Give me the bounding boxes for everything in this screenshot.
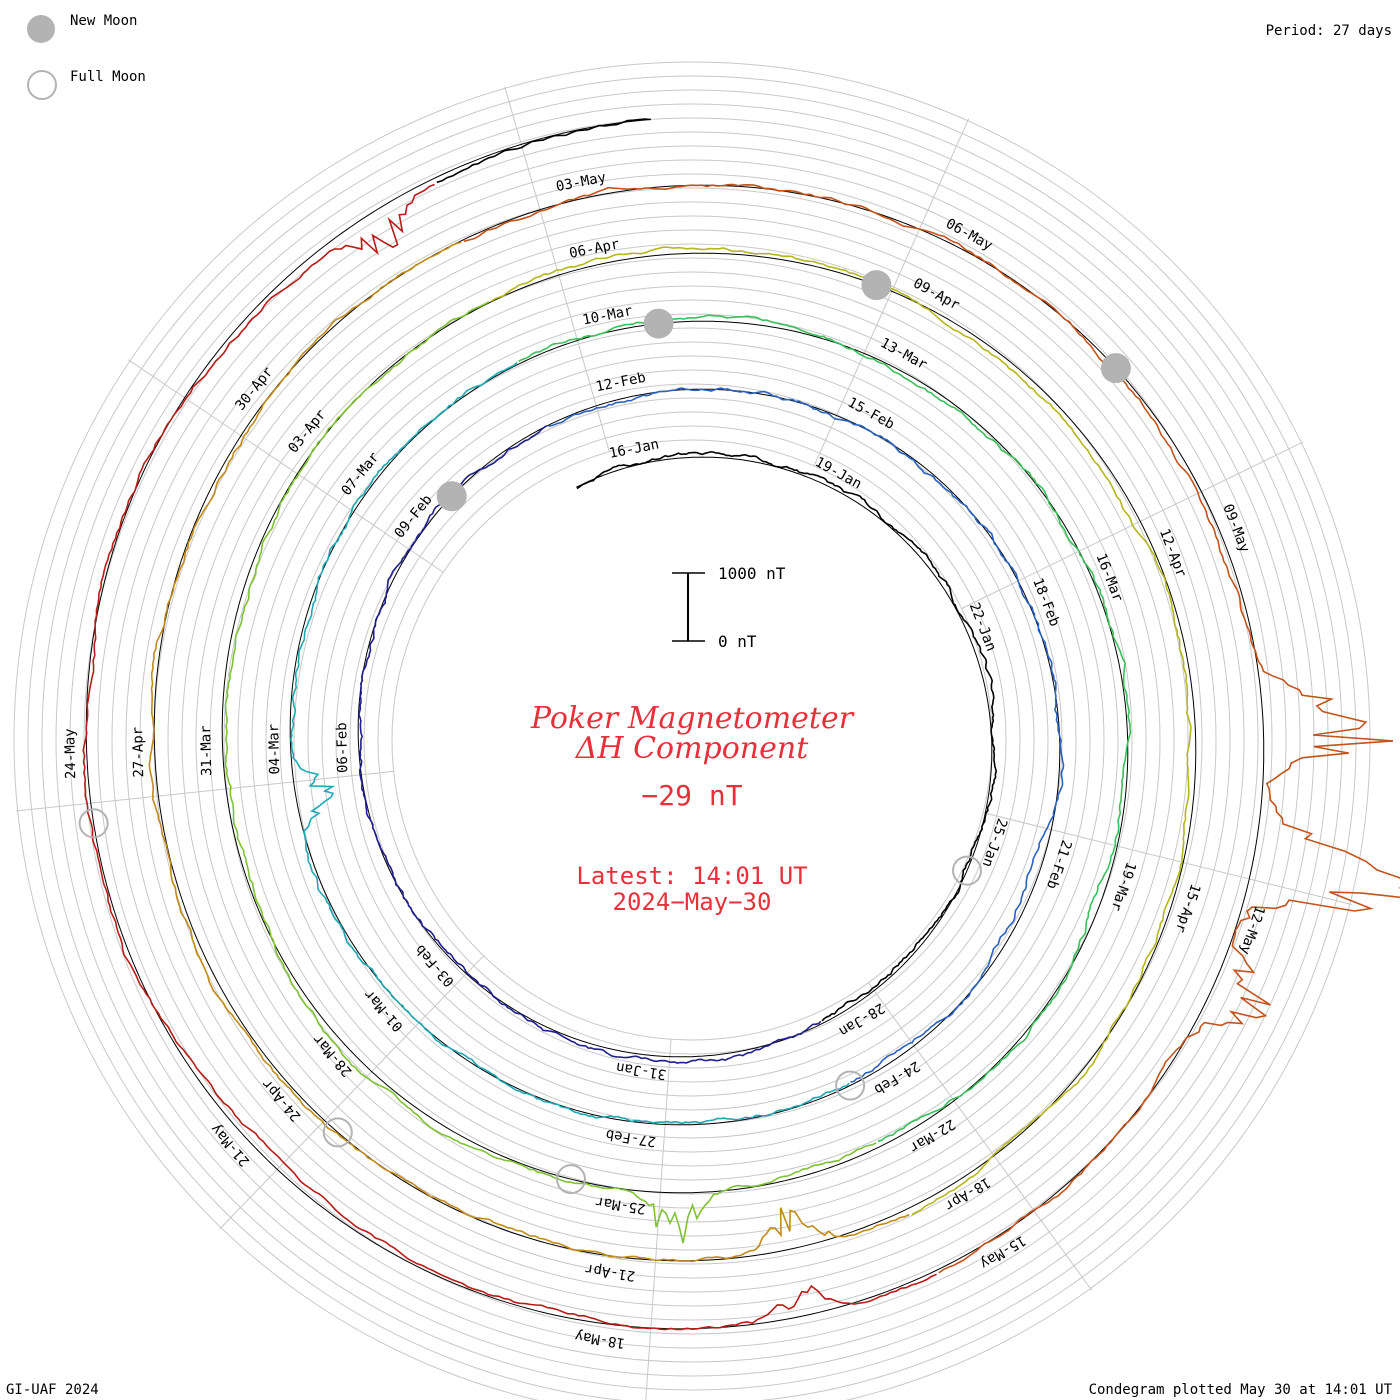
- date-label-04-Mar: 04-Mar: [266, 724, 283, 775]
- new-moon-marker: [436, 481, 467, 512]
- grid-ring: [83, 131, 1301, 1349]
- grid-ring: [97, 145, 1287, 1335]
- full-moon-marker: [555, 1164, 586, 1195]
- grid-spoke: [867, 982, 1093, 1291]
- full-moon-legend-icon: [27, 70, 57, 100]
- grid-spoke: [15, 770, 394, 812]
- date-label-24-Feb: 24-Feb: [871, 1057, 923, 1097]
- date-label-25-Mar: 25-Mar: [594, 1193, 646, 1216]
- date-label-06-May: 06-May: [943, 216, 995, 254]
- grid-ring: [307, 355, 1077, 1125]
- trace-segment-7: [490, 246, 1192, 1216]
- trace-segment-4: [289, 361, 850, 1125]
- date-label-13-Mar: 13-Mar: [878, 335, 930, 373]
- full-moon-marker: [951, 855, 982, 886]
- date-label-21-Apr: 21-Apr: [584, 1260, 636, 1283]
- grid-spoke: [982, 812, 1352, 906]
- grid-ring: [293, 341, 1091, 1139]
- full-moon-legend-label: Full Moon: [70, 69, 146, 85]
- trace-segment-9: [463, 183, 1400, 1274]
- date-label-16-Mar: 16-Mar: [1092, 551, 1125, 604]
- grid-ring: [335, 383, 1049, 1097]
- new-moon-marker: [643, 308, 674, 339]
- scale-bar: 1000 nT 0 nT: [672, 564, 786, 651]
- scale-top-label: 1000 nT: [718, 564, 786, 583]
- latest-date: 2024−May−30: [613, 888, 772, 916]
- current-value: −29 nT: [641, 779, 742, 812]
- grid-ring: [139, 187, 1245, 1293]
- grid-spoke: [219, 955, 484, 1230]
- grid-ring: [251, 299, 1133, 1181]
- trace-segment-1: [576, 451, 998, 1022]
- period-label: Period: 27 days: [1265, 23, 1392, 39]
- date-label-31-Jan: 31-Jan: [615, 1059, 667, 1082]
- latest-time: Latest: 14:01 UT: [576, 862, 807, 890]
- date-label-28-Mar: 28-Mar: [310, 1031, 355, 1080]
- grid-ring: [195, 243, 1189, 1237]
- trace-segment-8: [148, 241, 910, 1263]
- grid-ring: [279, 327, 1105, 1153]
- date-label-18-Feb: 18-Feb: [1029, 576, 1062, 629]
- trace-segment-5: [518, 314, 1132, 1142]
- trace-segment-10: [82, 183, 937, 1331]
- grid-spoke: [813, 118, 970, 467]
- grid-spoke: [127, 359, 444, 573]
- date-label-03-Feb: 03-Feb: [412, 941, 457, 990]
- date-label-24-Apr: 24-Apr: [259, 1076, 304, 1125]
- date-label-21-May: 21-May: [208, 1121, 253, 1170]
- full-moon-marker: [322, 1117, 353, 1148]
- grid-ring: [69, 117, 1315, 1363]
- date-label-16-Jan: 16-Jan: [608, 436, 661, 462]
- footer-plot-time: Condegram plotted May 30 at 14:01 UT: [1088, 1382, 1392, 1398]
- grid-ring: [27, 75, 1357, 1400]
- date-label-06-Apr: 06-Apr: [568, 236, 621, 262]
- chart-title-line2: ΔH Component: [575, 731, 809, 766]
- date-label-06-Feb: 06-Feb: [334, 722, 351, 773]
- date-label-24-May: 24-May: [62, 728, 79, 779]
- grid-ring: [377, 425, 1007, 1055]
- new-moon-marker: [1100, 353, 1131, 384]
- grid-ring: [55, 103, 1329, 1377]
- full-moon-marker: [835, 1070, 866, 1101]
- full-moon-marker: [78, 808, 109, 839]
- grid-ring: [363, 411, 1021, 1069]
- scale-bottom-label: 0 nT: [718, 632, 757, 651]
- grid-ring: [125, 173, 1259, 1307]
- trace-segment-3: [548, 387, 1065, 1083]
- grid-ring: [111, 159, 1273, 1321]
- date-label-07-Mar: 07-Mar: [339, 449, 383, 498]
- date-label-27-Apr: 27-Apr: [130, 727, 147, 778]
- date-label-18-May: 18-May: [574, 1328, 626, 1351]
- new-moon-legend-label: New Moon: [70, 13, 138, 29]
- chart-title-line1: Poker Magnetometer: [530, 701, 855, 736]
- grid-layer: [13, 61, 1371, 1400]
- grid-ring: [237, 285, 1147, 1195]
- grid-ring: [209, 257, 1175, 1223]
- grid-ring: [181, 229, 1203, 1251]
- date-label-27-Feb: 27-Feb: [605, 1126, 657, 1149]
- new-moon-legend-icon: [27, 15, 55, 43]
- footer-credit: GI-UAF 2024: [6, 1382, 99, 1398]
- trace-segment-6: [224, 301, 877, 1244]
- moon-markers: [78, 270, 1131, 1195]
- grid-ring: [41, 89, 1343, 1391]
- grid-ring: [349, 397, 1035, 1083]
- grid-ring: [265, 313, 1119, 1167]
- grid-spoke: [645, 1039, 672, 1400]
- date-label-31-Mar: 31-Mar: [198, 725, 215, 776]
- trace-segment-2: [358, 425, 822, 1064]
- grid-ring: [167, 215, 1217, 1265]
- data-traces: [82, 118, 1400, 1331]
- trace-segment-11: [436, 118, 651, 184]
- grid-ring: [321, 369, 1063, 1111]
- new-moon-marker: [861, 270, 892, 301]
